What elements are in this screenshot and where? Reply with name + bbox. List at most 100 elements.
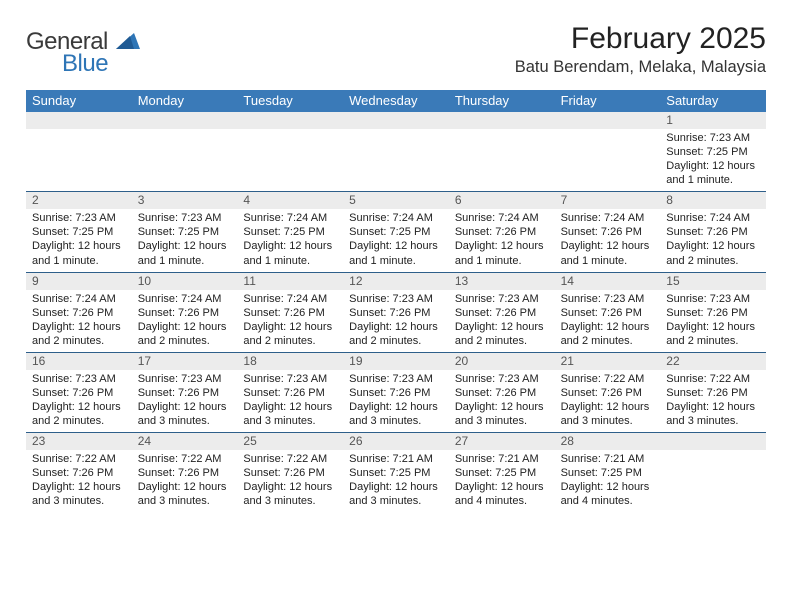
day-cell: Sunrise: 7:23 AM Sunset: 7:26 PM Dayligh… — [343, 370, 449, 432]
day-cell — [343, 129, 449, 191]
weekday-header: Sunday — [26, 90, 132, 112]
day-cell: Sunrise: 7:24 AM Sunset: 7:26 PM Dayligh… — [237, 290, 343, 352]
day-cell: Sunrise: 7:24 AM Sunset: 7:26 PM Dayligh… — [555, 209, 661, 271]
calendar-body: 1Sunrise: 7:23 AM Sunset: 7:25 PM Daylig… — [26, 112, 766, 513]
day-content-row: Sunrise: 7:23 AM Sunset: 7:25 PM Dayligh… — [26, 129, 766, 191]
day-number: 28 — [555, 433, 661, 450]
weekday-header: Saturday — [660, 90, 766, 112]
day-number: 3 — [132, 192, 238, 209]
day-number: 19 — [343, 353, 449, 370]
day-cell: Sunrise: 7:23 AM Sunset: 7:26 PM Dayligh… — [555, 290, 661, 352]
day-cell: Sunrise: 7:24 AM Sunset: 7:25 PM Dayligh… — [237, 209, 343, 271]
calendar-page: General Blue February 2025 Batu Berendam… — [0, 0, 792, 523]
day-number — [660, 433, 766, 450]
day-cell: Sunrise: 7:24 AM Sunset: 7:26 PM Dayligh… — [449, 209, 555, 271]
day-number: 20 — [449, 353, 555, 370]
day-number: 2 — [26, 192, 132, 209]
day-number: 21 — [555, 353, 661, 370]
day-number: 27 — [449, 433, 555, 450]
day-cell: Sunrise: 7:23 AM Sunset: 7:25 PM Dayligh… — [132, 209, 238, 271]
month-title: February 2025 — [515, 22, 766, 56]
day-cell: Sunrise: 7:21 AM Sunset: 7:25 PM Dayligh… — [343, 450, 449, 512]
day-number — [26, 112, 132, 129]
brand-logo-text: General Blue — [26, 28, 140, 78]
day-number — [449, 112, 555, 129]
day-number: 23 — [26, 433, 132, 450]
day-number — [555, 112, 661, 129]
weekday-header-row: Sunday Monday Tuesday Wednesday Thursday… — [26, 90, 766, 112]
day-number: 11 — [237, 273, 343, 290]
day-number: 17 — [132, 353, 238, 370]
day-cell — [660, 450, 766, 512]
day-cell — [132, 129, 238, 191]
day-cell: Sunrise: 7:23 AM Sunset: 7:25 PM Dayligh… — [660, 129, 766, 191]
day-cell: Sunrise: 7:21 AM Sunset: 7:25 PM Dayligh… — [555, 450, 661, 512]
day-cell: Sunrise: 7:22 AM Sunset: 7:26 PM Dayligh… — [132, 450, 238, 512]
day-cell: Sunrise: 7:23 AM Sunset: 7:26 PM Dayligh… — [660, 290, 766, 352]
day-number — [343, 112, 449, 129]
day-number: 1 — [660, 112, 766, 129]
weekday-header: Wednesday — [343, 90, 449, 112]
day-cell: Sunrise: 7:23 AM Sunset: 7:26 PM Dayligh… — [237, 370, 343, 432]
day-number: 8 — [660, 192, 766, 209]
weekday-header: Monday — [132, 90, 238, 112]
day-number-row: 232425262728 — [26, 433, 766, 450]
day-number-row: 9101112131415 — [26, 273, 766, 290]
weekday-header: Tuesday — [237, 90, 343, 112]
day-number: 26 — [343, 433, 449, 450]
day-number — [132, 112, 238, 129]
day-cell — [26, 129, 132, 191]
day-cell: Sunrise: 7:22 AM Sunset: 7:26 PM Dayligh… — [555, 370, 661, 432]
brand-logo: General Blue — [26, 28, 140, 78]
day-cell: Sunrise: 7:22 AM Sunset: 7:26 PM Dayligh… — [660, 370, 766, 432]
day-number: 10 — [132, 273, 238, 290]
day-cell: Sunrise: 7:24 AM Sunset: 7:26 PM Dayligh… — [660, 209, 766, 271]
day-cell: Sunrise: 7:22 AM Sunset: 7:26 PM Dayligh… — [237, 450, 343, 512]
day-cell: Sunrise: 7:24 AM Sunset: 7:26 PM Dayligh… — [26, 290, 132, 352]
title-block: February 2025 Batu Berendam, Melaka, Mal… — [515, 22, 766, 77]
day-number: 16 — [26, 353, 132, 370]
day-cell: Sunrise: 7:23 AM Sunset: 7:26 PM Dayligh… — [132, 370, 238, 432]
day-cell: Sunrise: 7:23 AM Sunset: 7:26 PM Dayligh… — [449, 370, 555, 432]
calendar-week: 16171819202122Sunrise: 7:23 AM Sunset: 7… — [26, 352, 766, 432]
day-cell: Sunrise: 7:23 AM Sunset: 7:26 PM Dayligh… — [26, 370, 132, 432]
day-number-row: 1 — [26, 112, 766, 129]
day-cell: Sunrise: 7:24 AM Sunset: 7:26 PM Dayligh… — [132, 290, 238, 352]
day-cell: Sunrise: 7:23 AM Sunset: 7:26 PM Dayligh… — [343, 290, 449, 352]
day-number: 7 — [555, 192, 661, 209]
calendar-week: 1Sunrise: 7:23 AM Sunset: 7:25 PM Daylig… — [26, 112, 766, 191]
day-cell: Sunrise: 7:23 AM Sunset: 7:25 PM Dayligh… — [26, 209, 132, 271]
weekday-header: Friday — [555, 90, 661, 112]
day-number: 6 — [449, 192, 555, 209]
day-cell: Sunrise: 7:21 AM Sunset: 7:25 PM Dayligh… — [449, 450, 555, 512]
day-cell — [555, 129, 661, 191]
day-number: 12 — [343, 273, 449, 290]
day-number-row: 16171819202122 — [26, 353, 766, 370]
day-number: 4 — [237, 192, 343, 209]
day-cell: Sunrise: 7:23 AM Sunset: 7:26 PM Dayligh… — [449, 290, 555, 352]
calendar-week: 2345678Sunrise: 7:23 AM Sunset: 7:25 PM … — [26, 191, 766, 271]
calendar-week: 9101112131415Sunrise: 7:24 AM Sunset: 7:… — [26, 272, 766, 352]
brand-triangle-icon — [116, 28, 140, 55]
day-number: 24 — [132, 433, 238, 450]
day-number: 9 — [26, 273, 132, 290]
day-number: 5 — [343, 192, 449, 209]
day-number: 14 — [555, 273, 661, 290]
day-cell: Sunrise: 7:24 AM Sunset: 7:25 PM Dayligh… — [343, 209, 449, 271]
calendar-week: 232425262728Sunrise: 7:22 AM Sunset: 7:2… — [26, 432, 766, 512]
day-number — [237, 112, 343, 129]
day-number-row: 2345678 — [26, 192, 766, 209]
day-cell — [237, 129, 343, 191]
location-subtitle: Batu Berendam, Melaka, Malaysia — [515, 58, 766, 77]
day-number: 18 — [237, 353, 343, 370]
day-number: 25 — [237, 433, 343, 450]
weekday-header: Thursday — [449, 90, 555, 112]
day-content-row: Sunrise: 7:24 AM Sunset: 7:26 PM Dayligh… — [26, 290, 766, 352]
day-cell: Sunrise: 7:22 AM Sunset: 7:26 PM Dayligh… — [26, 450, 132, 512]
day-number: 13 — [449, 273, 555, 290]
day-cell — [449, 129, 555, 191]
day-number: 22 — [660, 353, 766, 370]
page-header: General Blue February 2025 Batu Berendam… — [26, 22, 766, 78]
day-content-row: Sunrise: 7:23 AM Sunset: 7:26 PM Dayligh… — [26, 370, 766, 432]
day-content-row: Sunrise: 7:22 AM Sunset: 7:26 PM Dayligh… — [26, 450, 766, 512]
